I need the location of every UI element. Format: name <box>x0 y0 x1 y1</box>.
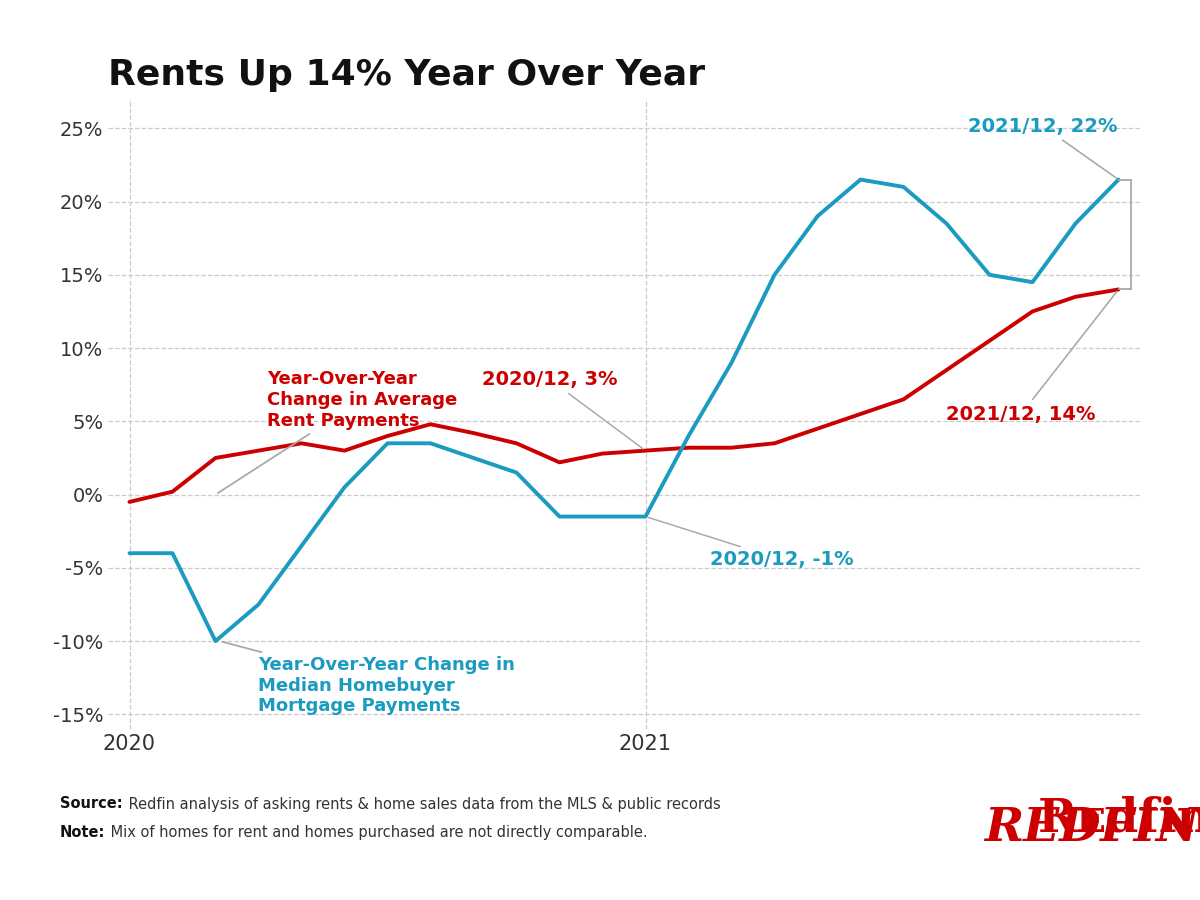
Text: Note:: Note: <box>60 825 106 841</box>
Text: 2021/12, 22%: 2021/12, 22% <box>968 117 1117 178</box>
Text: Redfin analysis of asking rents & home sales data from the MLS & public records: Redfin analysis of asking rents & home s… <box>124 796 720 812</box>
Text: REDFIN: REDFIN <box>984 805 1200 851</box>
Text: 2021/12, 14%: 2021/12, 14% <box>947 292 1117 424</box>
Text: Rents Up 14% Year Over Year: Rents Up 14% Year Over Year <box>108 58 706 93</box>
Text: Mix of homes for rent and homes purchased are not directly comparable.: Mix of homes for rent and homes purchase… <box>106 825 647 841</box>
Text: Rᴇdfin: Rᴇdfin <box>1038 796 1200 842</box>
Text: Year-Over-Year Change in
Median Homebuyer
Mortgage Payments: Year-Over-Year Change in Median Homebuye… <box>222 642 515 716</box>
Text: Year-Over-Year
Change in Average
Rent Payments: Year-Over-Year Change in Average Rent Pa… <box>218 370 457 493</box>
Text: 2020/12, -1%: 2020/12, -1% <box>648 518 853 570</box>
Text: Source:: Source: <box>60 796 122 812</box>
Text: 2020/12, 3%: 2020/12, 3% <box>482 370 643 449</box>
